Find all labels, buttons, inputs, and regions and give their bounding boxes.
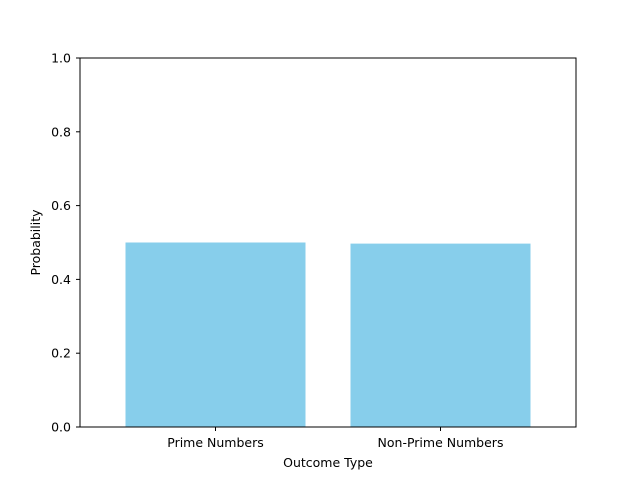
x-tick-label: Prime Numbers (167, 435, 264, 450)
y-tick-label: 0.6 (51, 198, 71, 213)
y-tick-label: 0.8 (51, 124, 71, 139)
bars-layer (125, 242, 531, 427)
y-tick-label: 1.0 (51, 51, 71, 66)
x-tick-label: Non-Prime Numbers (378, 435, 504, 450)
y-tick-label: 0.4 (51, 272, 71, 287)
y-axis-label: Probability (28, 209, 43, 276)
bar-0 (125, 242, 306, 427)
y-tick-label: 0.0 (51, 420, 71, 435)
x-axis-ticks: Prime Numbers Non-Prime Numbers (167, 427, 503, 450)
bar-1 (350, 243, 531, 427)
y-tick-label: 0.2 (51, 346, 71, 361)
x-axis-label: Outcome Type (283, 455, 373, 470)
plot-area-frame (79, 57, 577, 428)
y-axis-ticks: 0.0 0.2 0.4 0.6 0.8 1.0 (51, 51, 80, 435)
